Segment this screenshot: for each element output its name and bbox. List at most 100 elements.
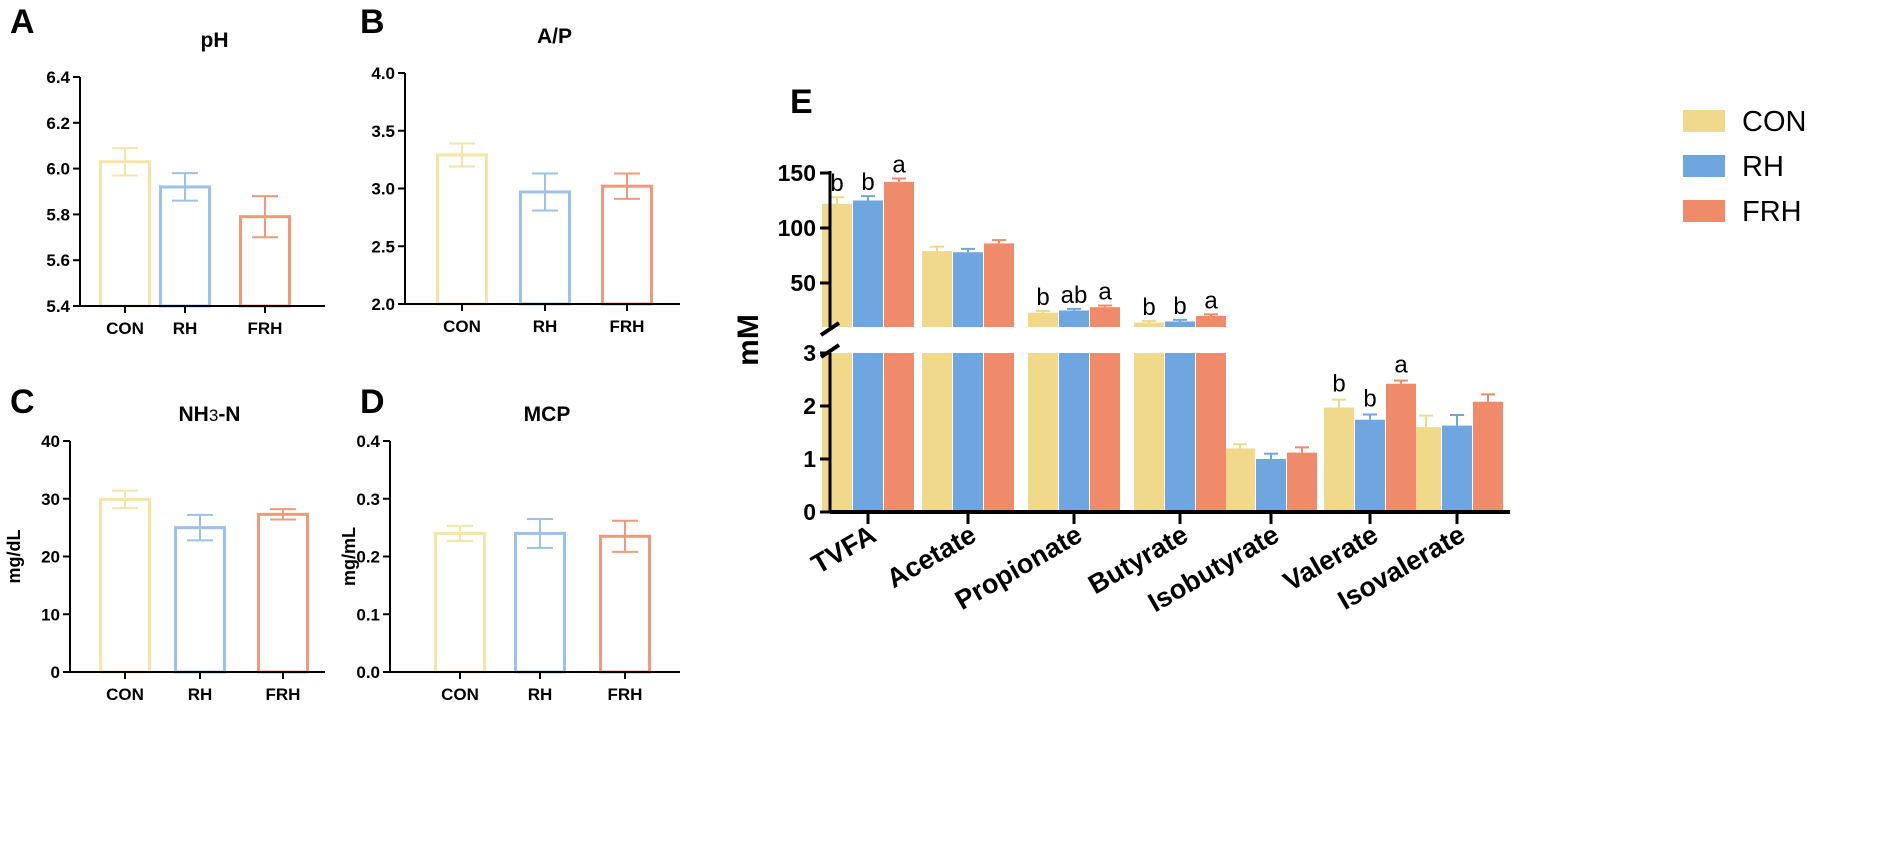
bar-e-isobutyrate-con — [1225, 448, 1255, 512]
sig-label-e-butyrate-frh: a — [1204, 287, 1218, 314]
bar-e-acetate-con-upper — [922, 251, 952, 327]
bar-e-isobutyrate-rh — [1256, 459, 1286, 512]
legend-label-frh: FRH — [1742, 196, 1802, 228]
bar-e-butyrate-rh-upper — [1165, 321, 1195, 327]
y-tick-label-e-lower-2: 2 — [803, 393, 816, 419]
x-tick-label-b-rh: RH — [533, 317, 558, 336]
bar-a-rh — [159, 185, 211, 308]
x-tick-label-b-con: CON — [443, 317, 481, 336]
bar-e-valerate-rh — [1355, 419, 1385, 512]
sig-label-e-propionate-rh: ab — [1061, 282, 1088, 309]
y-tick-label-b-1: 2.5 — [371, 237, 395, 256]
bar-e-tvfa-frh-upper — [884, 181, 914, 327]
y-tick-label-b-3: 3.5 — [371, 122, 395, 141]
y-tick-label-d-4: 0.4 — [356, 432, 380, 451]
y-tick-label-e-upper-0: 50 — [790, 270, 816, 296]
y-tick-label-e-lower-1: 1 — [803, 446, 816, 472]
bar-b-frh — [601, 184, 653, 306]
sig-label-e-valerate-rh: b — [1363, 385, 1376, 412]
bar-e-valerate-con — [1324, 407, 1354, 512]
bar-e-tvfa-rh-upper — [853, 200, 883, 327]
y-tick-label-c-2: 20 — [41, 548, 60, 567]
y-tick-label-a-5: 6.4 — [46, 68, 70, 87]
bar-c-rh — [174, 526, 226, 674]
sig-label-e-butyrate-con: b — [1142, 294, 1155, 321]
x-tick-label-c-con: CON — [106, 685, 144, 704]
panel-letter-b: B — [360, 3, 385, 41]
y-tick-label-c-3: 30 — [41, 490, 60, 509]
bar-c-con — [99, 497, 151, 674]
bar-d-con — [434, 531, 486, 674]
sig-label-e-propionate-frh: a — [1098, 279, 1112, 306]
bar-e-butyrate-frh-lower — [1196, 353, 1226, 512]
y-tick-label-a-0: 5.4 — [46, 297, 70, 316]
y-tick-label-d-0: 0.0 — [356, 663, 380, 682]
sig-label-e-butyrate-rh: b — [1173, 293, 1186, 320]
bar-e-propionate-frh-lower — [1090, 353, 1120, 512]
x-tick-label-b-frh: FRH — [610, 317, 645, 336]
bar-e-tvfa-con-lower — [822, 353, 852, 512]
panel-title-b: A/P — [537, 25, 572, 48]
bar-e-propionate-con-lower — [1028, 353, 1058, 512]
y-axis-label-d: mg/mL — [339, 527, 359, 586]
y-tick-label-b-4: 4.0 — [371, 64, 395, 83]
panel-letter-d: D — [360, 383, 385, 421]
bar-e-acetate-frh-lower — [984, 353, 1014, 512]
bar-e-tvfa-frh-lower — [884, 353, 914, 512]
bar-e-propionate-frh-upper — [1090, 307, 1120, 327]
bar-e-isovalerate-frh — [1473, 401, 1503, 512]
panel-letter-a: A — [10, 3, 35, 41]
y-tick-label-b-2: 3.0 — [371, 180, 395, 199]
bar-e-butyrate-rh-lower — [1165, 353, 1195, 512]
y-tick-label-d-1: 0.1 — [356, 605, 380, 624]
panel-title-a: pH — [201, 29, 229, 52]
bar-d-rh — [514, 531, 566, 674]
bar-b-con — [436, 153, 488, 306]
y-tick-label-e-upper-2: 150 — [778, 160, 816, 186]
y-tick-label-d-3: 0.3 — [356, 490, 380, 509]
x-tick-label-d-frh: FRH — [608, 685, 643, 704]
bar-e-isovalerate-rh — [1442, 425, 1472, 512]
x-tick-label-c-frh: FRH — [266, 685, 301, 704]
y-tick-label-c-0: 0 — [51, 663, 60, 682]
x-tick-label-a-con: CON — [106, 319, 144, 338]
y-tick-label-c-1: 10 — [41, 605, 60, 624]
bar-e-butyrate-con-lower — [1134, 353, 1164, 512]
y-tick-label-e-upper-1: 100 — [778, 215, 816, 241]
bar-e-butyrate-frh-upper — [1196, 316, 1226, 327]
bar-e-isobutyrate-frh — [1287, 452, 1317, 512]
y-tick-label-b-0: 2.0 — [371, 295, 395, 314]
x-tick-label-a-rh: RH — [173, 319, 198, 338]
sig-label-e-tvfa-frh: a — [892, 152, 906, 179]
bar-e-valerate-frh — [1386, 383, 1416, 512]
sig-label-e-propionate-con: b — [1036, 284, 1049, 311]
x-tick-label-c-rh: RH — [188, 685, 213, 704]
bar-a-con — [99, 160, 151, 308]
axis-break-mark-lower — [819, 343, 841, 359]
legend-label-rh: RH — [1742, 151, 1784, 183]
bar-e-propionate-rh-upper — [1059, 310, 1089, 327]
y-tick-label-a-1: 5.6 — [46, 251, 70, 270]
sig-label-e-tvfa-rh: b — [861, 169, 874, 196]
bar-e-acetate-con-lower — [922, 353, 952, 512]
legend-swatch-rh — [1683, 155, 1725, 177]
y-tick-label-e-lower-3: 3 — [803, 340, 816, 366]
y-tick-label-a-2: 5.8 — [46, 205, 70, 224]
x-tick-label-d-con: CON — [441, 685, 479, 704]
bar-e-tvfa-con-upper — [822, 203, 852, 327]
y-tick-label-d-2: 0.2 — [356, 548, 380, 567]
bar-e-acetate-rh-upper — [953, 252, 983, 327]
panel-letter-c: C — [10, 383, 35, 421]
legend-label-con: CON — [1742, 106, 1806, 138]
x-tick-label-a-frh: FRH — [248, 319, 283, 338]
panel-title-d: MCP — [524, 403, 571, 426]
legend-swatch-con — [1683, 110, 1725, 132]
bar-e-propionate-con-upper — [1028, 312, 1058, 327]
x-tick-label-e-tvfa: TVFA — [806, 519, 881, 579]
panel-letter-e: E — [790, 83, 813, 121]
bar-e-acetate-frh-upper — [984, 243, 1014, 327]
panel-title-c: NH3-N — [179, 403, 241, 426]
x-tick-label-d-rh: RH — [528, 685, 553, 704]
sig-label-e-valerate-con: b — [1332, 371, 1345, 398]
